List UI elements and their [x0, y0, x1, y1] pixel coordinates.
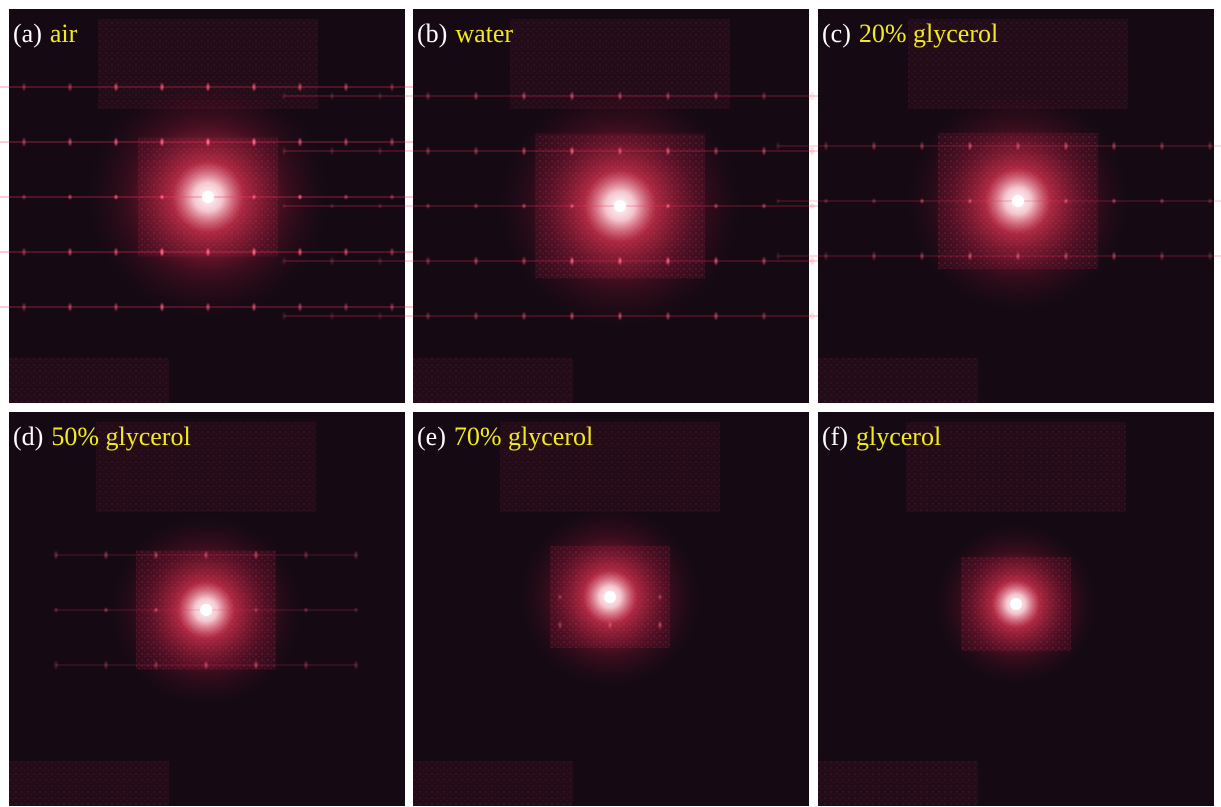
speckle-patch: [9, 358, 169, 403]
speckle-patch: [818, 761, 978, 806]
figure: (a) air (b) water (c) 20% glycerol (d) 50% glyc…: [0, 0, 1221, 807]
panel-caption: (d) 50% glycerol: [13, 422, 191, 451]
diffraction-spot: [557, 620, 562, 630]
photo-panel: (f) glycerol: [818, 412, 1214, 806]
photo-panel: (d) 50% glycerol: [9, 412, 405, 806]
panel-letter: (c): [822, 19, 851, 48]
panel-letter: (a): [13, 19, 42, 48]
panel-caption: (e) 70% glycerol: [417, 422, 593, 451]
panel-letter: (e): [417, 422, 446, 451]
laser-center: [1010, 598, 1022, 610]
speckle-patch: [413, 358, 573, 403]
panel-letter: (d): [13, 422, 43, 451]
panel-caption: (b) water: [417, 19, 513, 48]
speckle-patch: [818, 358, 978, 403]
diffraction-spot: [607, 620, 612, 630]
speckle-patch: [9, 761, 169, 806]
laser-center: [200, 604, 212, 616]
panel-label: 50% glycerol: [51, 422, 190, 451]
panel-caption: (f) glycerol: [822, 422, 941, 451]
diffraction-spot: [557, 594, 562, 600]
photo-panel: (c) 20% glycerol: [775, 9, 1221, 403]
laser-center: [1012, 195, 1024, 207]
laser-center: [202, 191, 214, 203]
diffraction-spot: [657, 594, 662, 600]
page: {"panels": [ {"letter": "(a)", "label": …: [0, 0, 1221, 807]
panel-label: glycerol: [856, 422, 941, 451]
panel-caption: (c) 20% glycerol: [822, 19, 998, 48]
panel-letter: (f): [822, 422, 848, 451]
panel-label: 20% glycerol: [859, 19, 998, 48]
laser-center: [614, 200, 626, 212]
panel-label: water: [455, 19, 513, 48]
diffraction-spot: [657, 620, 662, 630]
speckle-patch: [413, 761, 573, 806]
photo-panel: (e) 70% glycerol: [413, 412, 809, 806]
panel-label: 70% glycerol: [454, 422, 593, 451]
laser-center: [604, 591, 616, 603]
panel-letter: (b): [417, 19, 447, 48]
panel-label: air: [50, 19, 78, 48]
